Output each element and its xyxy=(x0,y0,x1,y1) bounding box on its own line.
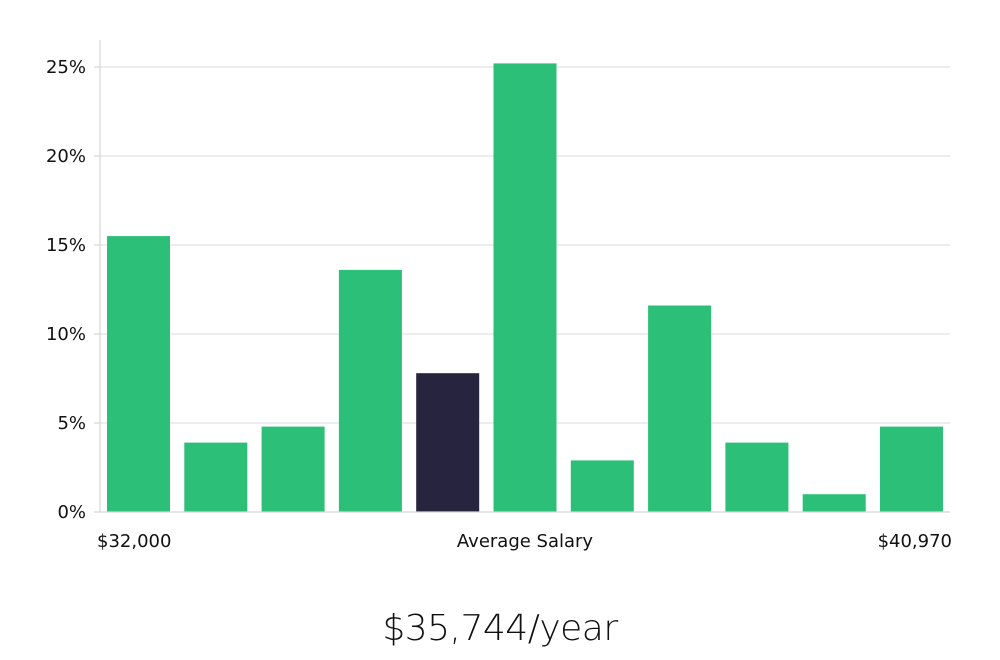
bars xyxy=(107,63,943,513)
y-tick-label: 20% xyxy=(46,146,86,167)
y-tick-label: 25% xyxy=(46,57,86,78)
bar xyxy=(725,442,789,512)
y-tick-labels: 0% 5% 10% 15% 20% 25% xyxy=(46,57,100,523)
bar-highlighted xyxy=(416,373,480,512)
bar xyxy=(107,236,170,512)
x-center-label: Average Salary xyxy=(457,531,594,552)
bar xyxy=(648,305,712,512)
bar xyxy=(261,426,325,512)
bar xyxy=(184,442,248,512)
bar xyxy=(570,460,634,512)
y-tick-label: 5% xyxy=(57,413,86,434)
bar xyxy=(493,63,557,513)
y-tick-label: 15% xyxy=(46,235,86,256)
axes xyxy=(99,40,950,513)
average-salary-value: $35,744/year xyxy=(382,608,618,649)
x-min-label: $32,000 xyxy=(97,531,171,552)
y-tick-label: 0% xyxy=(57,502,86,523)
bar xyxy=(880,426,943,512)
bar xyxy=(802,494,866,512)
y-tick-label: 10% xyxy=(46,324,86,345)
bar xyxy=(338,269,402,512)
x-max-label: $40,970 xyxy=(878,531,952,552)
